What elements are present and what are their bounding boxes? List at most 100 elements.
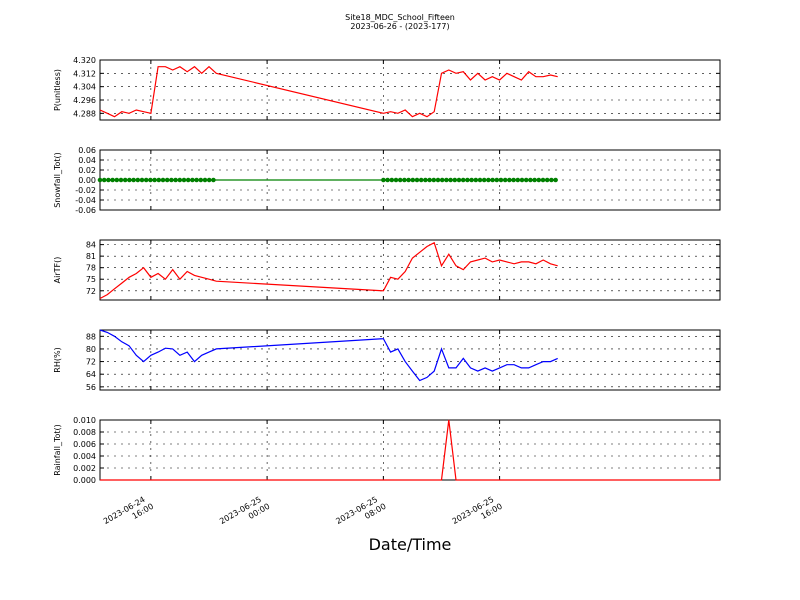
y-tick-label: 81 xyxy=(86,252,96,261)
data-point xyxy=(148,177,153,183)
data-point xyxy=(414,177,420,183)
data-point xyxy=(97,177,103,183)
data-point xyxy=(202,177,208,183)
plot-area xyxy=(99,419,721,481)
figure-subtitle: 2023-06-26 - (2023-177) xyxy=(350,22,449,31)
data-point xyxy=(114,177,120,183)
subplot-panels: 4.320 4.312 4.304 4.296 4.288 P(unitless) 0.06… xyxy=(53,56,721,485)
y-tick-label: 84 xyxy=(86,241,96,250)
data-point xyxy=(106,177,111,183)
data-point xyxy=(194,177,199,183)
series-line xyxy=(99,329,558,382)
plot-area xyxy=(99,239,721,301)
y-tick-label: 0.008 xyxy=(73,428,96,437)
y-tick-label: 75 xyxy=(86,275,96,284)
data-point xyxy=(477,177,483,183)
data-point xyxy=(456,177,462,183)
data-point xyxy=(494,177,500,183)
data-point xyxy=(101,177,107,183)
data-point xyxy=(490,177,495,183)
y-tick-label: 4.320 xyxy=(73,56,96,65)
series-line xyxy=(100,419,720,481)
data-point xyxy=(502,177,508,183)
y-tick-label: 0.04 xyxy=(78,156,96,165)
data-point xyxy=(431,177,437,183)
data-point xyxy=(190,177,195,183)
data-point xyxy=(385,177,390,183)
y-tick-label: 0.010 xyxy=(73,416,96,425)
y-axis-label: RH(%) xyxy=(53,347,62,372)
subplot-3: 84 81 78 75 72 AirTF() xyxy=(53,239,721,301)
data-point xyxy=(439,177,445,183)
data-point xyxy=(528,177,533,183)
data-point xyxy=(418,177,424,183)
data-point xyxy=(156,177,162,183)
y-axis-label: AirTF() xyxy=(53,257,62,284)
data-point xyxy=(177,177,183,183)
y-tick-label: 72 xyxy=(86,287,96,296)
data-point xyxy=(181,177,187,183)
data-point xyxy=(143,177,149,183)
data-point xyxy=(515,177,521,183)
data-point xyxy=(402,177,407,183)
y-axis-label: Rainfall_Tot() xyxy=(53,424,62,476)
data-point xyxy=(519,177,525,183)
data-point xyxy=(135,177,141,183)
data-point xyxy=(460,177,466,183)
y-tick-label: -0.02 xyxy=(75,186,96,195)
data-point xyxy=(410,177,416,183)
y-tick-label: 4.312 xyxy=(73,69,96,78)
data-point xyxy=(427,177,432,183)
series-line xyxy=(99,241,558,300)
data-point xyxy=(544,177,550,183)
y-tick-label: 0.002 xyxy=(73,464,96,473)
data-point xyxy=(139,177,145,183)
data-point xyxy=(423,177,428,183)
data-point xyxy=(169,177,174,183)
y-tick-label: 4.296 xyxy=(73,96,96,105)
data-point xyxy=(122,177,128,183)
data-point xyxy=(452,177,458,183)
subplot-5: 0.010 0.008 0.006 0.004 0.002 0.000 Rainfall_T… xyxy=(53,416,721,485)
plot-area xyxy=(99,59,721,121)
y-tick-label: 0.02 xyxy=(78,166,96,175)
data-point xyxy=(481,177,487,183)
data-point xyxy=(110,177,115,183)
y-tick-label: 0.000 xyxy=(73,476,96,485)
data-point xyxy=(435,177,441,183)
data-point xyxy=(131,177,136,183)
data-point xyxy=(549,177,554,183)
y-tick-label: 0.06 xyxy=(78,146,96,155)
data-point xyxy=(507,177,512,183)
data-point xyxy=(118,177,124,183)
data-point xyxy=(127,177,132,183)
y-tick-label: 4.304 xyxy=(73,83,96,92)
y-tick-label: 0.006 xyxy=(73,440,96,449)
y-tick-label: -0.04 xyxy=(75,196,96,205)
data-point xyxy=(498,177,504,183)
data-point xyxy=(406,177,411,183)
data-point xyxy=(465,177,470,183)
subplot-1: 4.320 4.312 4.304 4.296 4.288 P(unitless) xyxy=(53,56,721,121)
data-point xyxy=(536,177,542,183)
data-point xyxy=(198,177,204,183)
data-point xyxy=(444,177,449,183)
series-line xyxy=(99,65,558,118)
y-tick-label: -0.06 xyxy=(75,206,96,215)
y-axis-label: Snowfall_Tot() xyxy=(53,152,62,208)
data-point xyxy=(206,177,212,183)
data-point xyxy=(173,177,178,183)
subplot-4: 88 80 72 64 56 RH(%) xyxy=(53,329,721,392)
data-point xyxy=(393,177,399,183)
y-tick-label: 0.004 xyxy=(73,452,96,461)
y-tick-label: 0.00 xyxy=(78,176,96,185)
y-tick-label: 88 xyxy=(86,332,96,341)
data-point xyxy=(448,177,453,183)
data-point xyxy=(397,177,403,183)
data-point xyxy=(389,177,395,183)
data-point xyxy=(473,177,479,183)
